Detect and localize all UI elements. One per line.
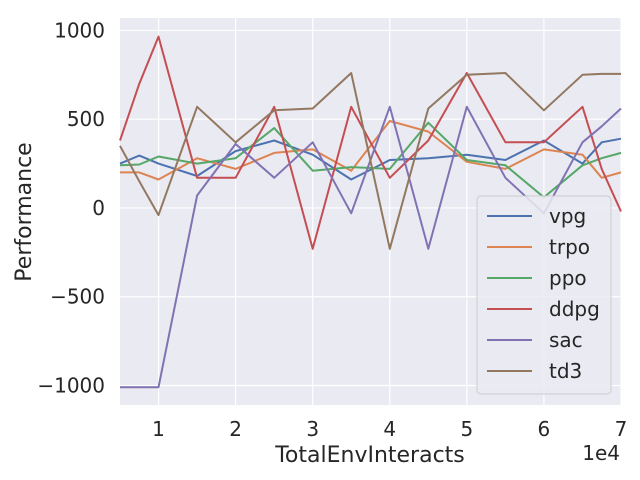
x-tick-label: 5 xyxy=(460,417,473,441)
y-tick-label: 0 xyxy=(92,196,105,220)
series-line-td3 xyxy=(119,72,621,250)
series-line-ddpg xyxy=(119,35,622,250)
x-axis-label: TotalEnvInteracts xyxy=(274,443,465,468)
legend-label-trpo: trpo xyxy=(549,235,590,259)
legend-box xyxy=(476,195,612,395)
y-tick-label: −500 xyxy=(50,285,105,309)
y-tick-labels: −1000 −500 0 500 1000 xyxy=(37,18,105,397)
y-tick-label: −1000 xyxy=(37,373,105,397)
series-lines xyxy=(119,35,622,389)
y-tick-label: 500 xyxy=(67,107,105,131)
x-tick-labels: 1 2 3 4 5 6 7 xyxy=(152,417,627,441)
x-tick-label: 1 xyxy=(152,417,165,441)
y-tick-label: 1000 xyxy=(54,18,105,42)
x-axis-offset-label: 1e4 xyxy=(582,441,620,465)
legend-label-ddpg: ddpg xyxy=(549,297,600,321)
series-line-trpo xyxy=(120,120,622,181)
y-axis-label: Performance xyxy=(12,142,37,281)
legend-label-sac: sac xyxy=(549,328,583,352)
x-tick-label: 4 xyxy=(383,417,396,441)
x-tick-label: 7 xyxy=(615,417,628,441)
legend: vpg trpo ppo ddpg sac td3 xyxy=(476,195,612,395)
x-tick-label: 3 xyxy=(306,417,319,441)
legend-label-vpg: vpg xyxy=(549,204,586,228)
legend-label-ppo: ppo xyxy=(549,266,587,290)
x-tick-label: 2 xyxy=(229,417,242,441)
x-tick-label: 6 xyxy=(538,417,551,441)
legend-label-td3: td3 xyxy=(549,359,582,383)
